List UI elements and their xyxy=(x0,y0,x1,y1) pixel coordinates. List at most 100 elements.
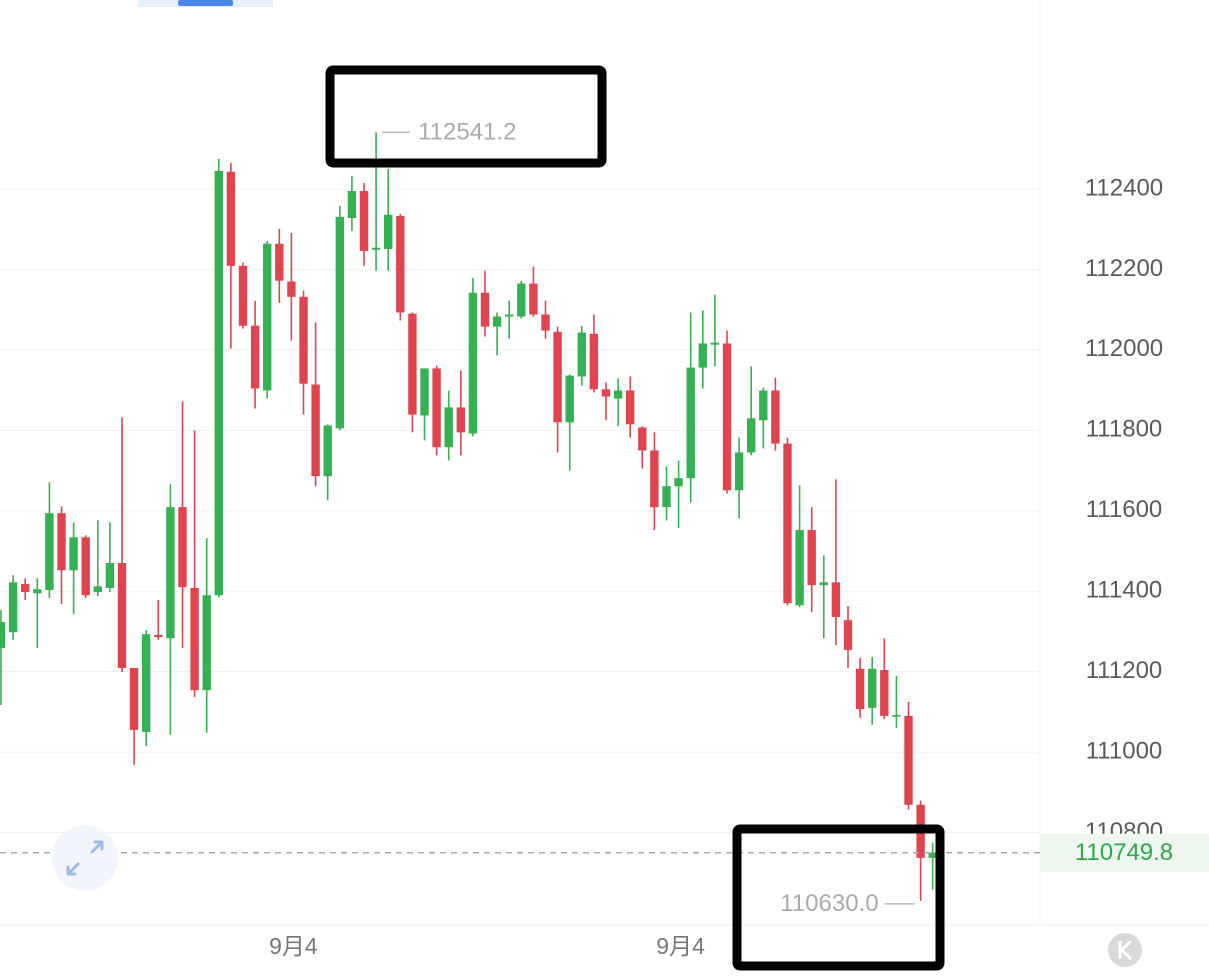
y-tick-label: 112000 xyxy=(1085,335,1163,362)
candle-body xyxy=(299,296,308,384)
candle-body xyxy=(880,670,889,716)
candle-body xyxy=(662,486,671,508)
candle-body xyxy=(601,389,611,397)
y-tick-label: 111000 xyxy=(1086,737,1163,764)
candle-body xyxy=(117,563,127,669)
candle-body xyxy=(505,314,514,317)
candle-body xyxy=(928,852,937,858)
scroll-end-icon xyxy=(1118,939,1133,961)
candle-body xyxy=(154,635,163,638)
candle-body xyxy=(432,368,441,448)
candle-body xyxy=(819,582,828,586)
candle-body xyxy=(855,668,865,710)
candle-body xyxy=(747,418,756,453)
candle-body xyxy=(480,292,490,327)
candle-body xyxy=(843,620,853,650)
candle-body xyxy=(868,668,877,708)
candle-body xyxy=(287,281,296,297)
candle-body xyxy=(275,243,284,281)
y-tick-label: 111400 xyxy=(1086,577,1163,604)
candle-body xyxy=(492,316,502,327)
candle-body xyxy=(771,390,780,444)
candle-body xyxy=(142,634,151,732)
highlight-box xyxy=(325,65,607,168)
candle-body xyxy=(0,622,6,648)
candle-body xyxy=(21,583,30,592)
candle-body xyxy=(359,191,369,251)
candle-body xyxy=(613,390,623,399)
candle-body xyxy=(674,478,683,487)
candle-body xyxy=(698,343,707,368)
candle-body xyxy=(456,407,465,433)
candle-body xyxy=(250,325,260,389)
candle-body xyxy=(517,283,526,317)
y-tick-label: 112400 xyxy=(1085,174,1163,201)
candle-body xyxy=(214,170,223,596)
candle-body xyxy=(577,332,586,377)
candle-body xyxy=(335,216,344,429)
candle-body xyxy=(105,563,115,588)
expand-icon xyxy=(66,840,104,876)
x-tick-label: 9月4 xyxy=(656,933,705,959)
last-price-badge xyxy=(1040,833,1209,872)
candle-body xyxy=(384,214,393,249)
candle-body xyxy=(892,715,901,717)
candle-body xyxy=(722,343,732,491)
candle-body xyxy=(93,586,102,592)
candle-body xyxy=(129,668,139,730)
candle-body xyxy=(759,390,768,421)
candle-body xyxy=(396,215,405,313)
candle-body xyxy=(238,265,248,326)
y-tick-label: 111800 xyxy=(1086,416,1163,443)
tab-indicator xyxy=(178,0,233,6)
candle-body xyxy=(347,191,357,218)
candle-body xyxy=(565,375,574,423)
candle-body xyxy=(734,452,744,491)
candle-body xyxy=(638,427,647,451)
candle-body xyxy=(323,425,332,477)
candle-body xyxy=(710,342,720,345)
max-label: 112541.2 xyxy=(418,119,516,146)
candles xyxy=(0,132,937,901)
expand-button[interactable] xyxy=(52,825,118,891)
candle-body xyxy=(408,313,417,415)
candle-body xyxy=(371,247,381,250)
candle-body xyxy=(626,390,635,425)
candle-body xyxy=(650,450,659,508)
scroll-end-button[interactable] xyxy=(1108,933,1142,967)
highlight-box xyxy=(732,824,945,971)
candle-body xyxy=(444,407,453,448)
candle-body xyxy=(783,443,792,604)
y-tick-label: 111200 xyxy=(1086,657,1163,684)
candle-body xyxy=(69,537,78,571)
candle-body xyxy=(33,589,42,594)
overlay: 112541.2 110630.0 110749.8 xyxy=(0,119,1209,917)
candle-body xyxy=(904,715,913,805)
candle-body xyxy=(807,530,816,586)
candle-body xyxy=(541,314,550,331)
candle-body xyxy=(311,384,320,477)
y-tick-label: 112200 xyxy=(1085,255,1163,282)
x-tick-label: 9月4 xyxy=(269,933,318,959)
candle-body xyxy=(263,243,272,391)
min-label: 110630.0 xyxy=(780,890,878,917)
candle-body xyxy=(795,530,804,606)
candle-body xyxy=(589,333,599,390)
candle-body xyxy=(202,595,211,691)
candle-body xyxy=(190,587,199,691)
y-tick-label: 111600 xyxy=(1086,496,1163,523)
candle-body xyxy=(529,283,538,315)
candle-body xyxy=(166,507,175,639)
candle-body xyxy=(686,367,695,479)
candle-body xyxy=(178,507,187,588)
candle-body xyxy=(420,368,429,416)
candle-body xyxy=(553,331,562,423)
last-price-label: 110749.8 xyxy=(1075,839,1173,866)
candle-body xyxy=(831,582,841,617)
candle-body xyxy=(468,292,478,434)
candle-body xyxy=(226,171,236,266)
candle-body xyxy=(45,513,54,590)
candle-body xyxy=(57,513,66,571)
